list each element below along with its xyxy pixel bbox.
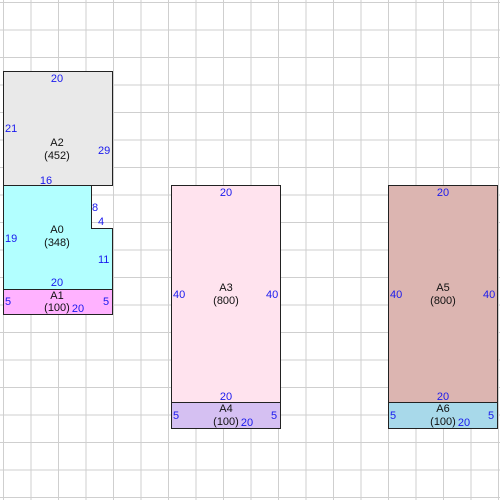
room-a3-label: A3: [219, 282, 232, 294]
room-a3-shape[interactable]: [171, 185, 281, 403]
dim-a5-right: 40: [483, 289, 495, 301]
dim-a3-top: 20: [220, 187, 232, 199]
room-a1-shape[interactable]: [3, 289, 113, 315]
dim-a0-right: 11: [98, 254, 109, 266]
dim-a6-left: 5: [390, 410, 396, 422]
dim-a6-right: 5: [488, 410, 494, 422]
room-a2-area: (452): [44, 150, 70, 162]
dim-a0-bottom: 20: [51, 277, 63, 289]
room-a4-shape[interactable]: [171, 402, 281, 429]
dim-a3-bottom: 20: [220, 391, 232, 403]
room-a5-label: A5: [436, 282, 449, 294]
room-a6-shape[interactable]: [388, 402, 498, 429]
room-a5-area: (800): [430, 295, 456, 307]
room-a0-label: A0: [50, 224, 63, 236]
dim-a6-bottom: 20: [458, 417, 470, 429]
dim-a3-right: 40: [266, 289, 278, 301]
dim-a0-notch-vertical: 8: [92, 202, 98, 214]
dim-a1-left: 5: [5, 296, 11, 308]
room-a0-area: (348): [44, 237, 70, 249]
room-a4-area: (100): [213, 416, 239, 428]
dim-a5-left: 40: [390, 289, 402, 301]
room-a2-label: A2: [50, 137, 63, 149]
dim-a1-bottom: 20: [72, 303, 84, 315]
dim-a4-left: 5: [173, 410, 179, 422]
dim-a4-right: 5: [271, 410, 277, 422]
room-a6-label: A6: [436, 403, 449, 415]
room-a3-area: (800): [213, 295, 239, 307]
dim-a1-right: 5: [103, 296, 109, 308]
dim-a4-bottom: 20: [241, 417, 253, 429]
room-a1-area: (100): [44, 302, 70, 314]
dim-a0-notch-horizontal: 4: [98, 216, 104, 228]
room-a5-shape[interactable]: [388, 185, 498, 403]
dim-a2-left: 21: [5, 123, 17, 135]
dim-a0-top: 16: [40, 175, 52, 187]
dim-a2-top: 20: [51, 73, 63, 85]
room-a1-label: A1: [50, 290, 63, 302]
dim-a3-left: 40: [173, 289, 185, 301]
room-a2-shape[interactable]: [3, 71, 113, 186]
dim-a0-left: 19: [5, 233, 17, 245]
dim-a2-right: 29: [98, 145, 110, 157]
dim-a5-top: 20: [437, 187, 449, 199]
dim-a5-bottom: 20: [437, 391, 449, 403]
room-a4-label: A4: [219, 403, 232, 415]
room-a6-area: (100): [430, 416, 456, 428]
